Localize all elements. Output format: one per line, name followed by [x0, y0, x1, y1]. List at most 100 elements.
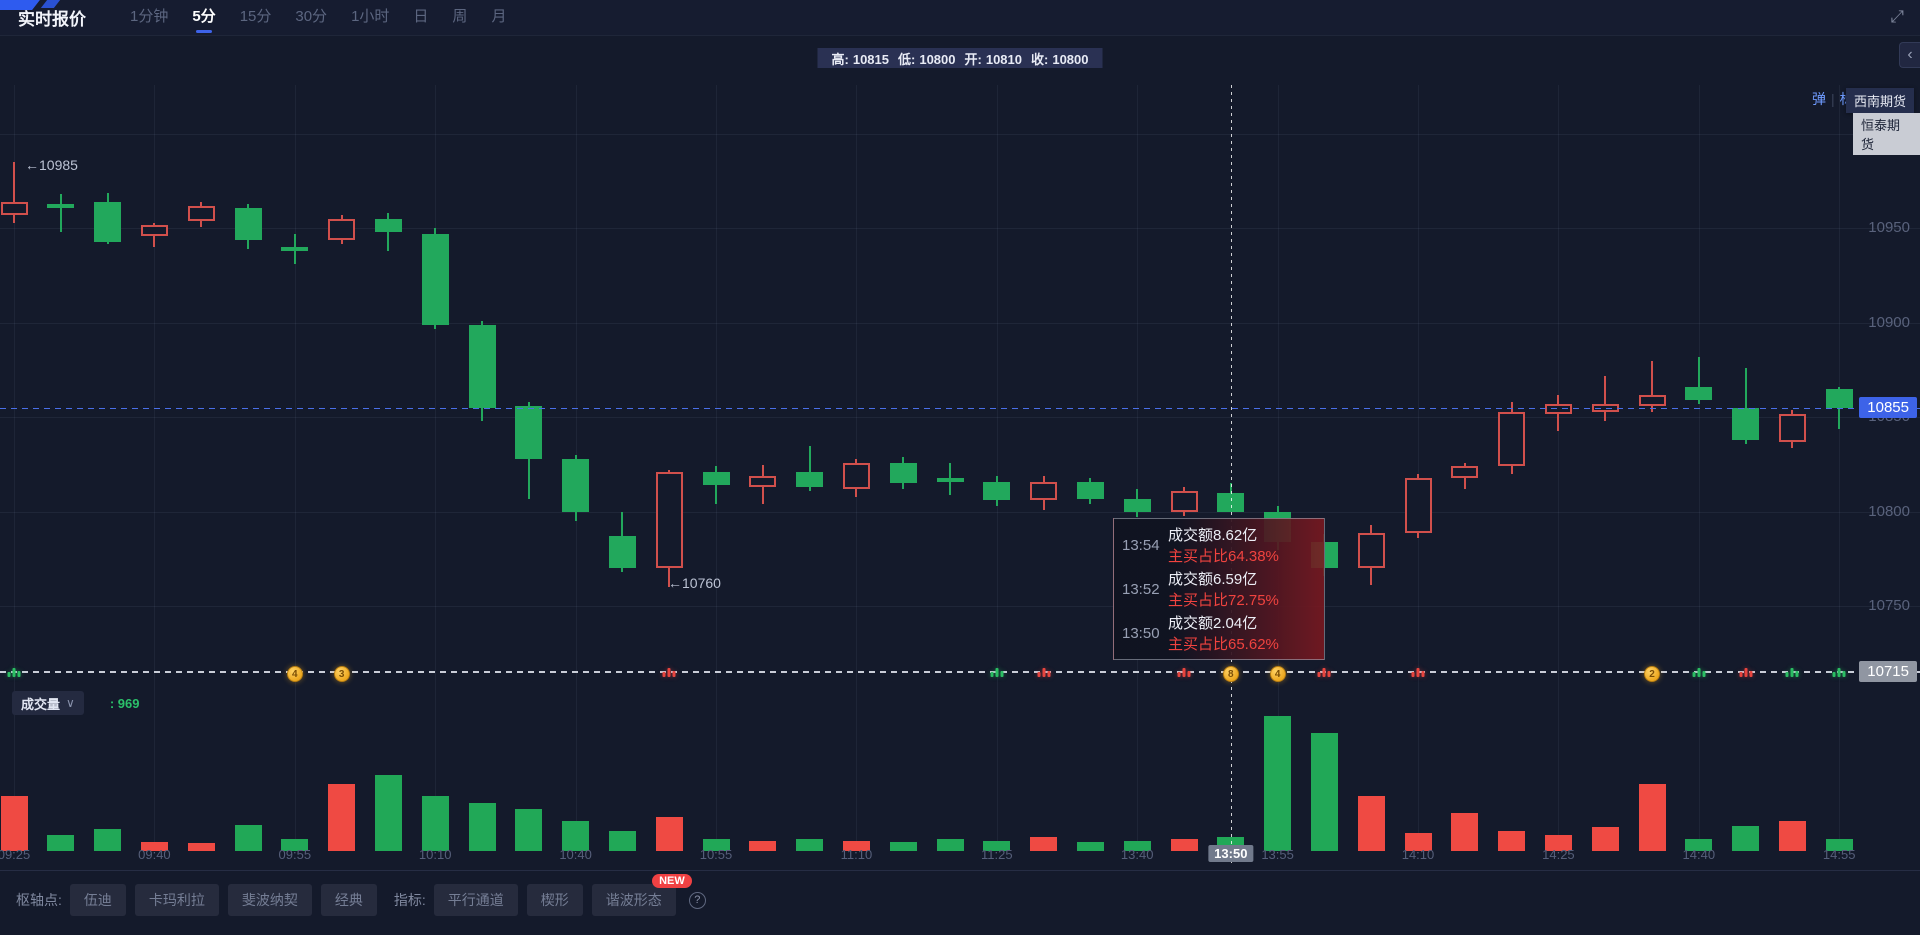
grid-line-vertical: [435, 85, 437, 851]
candle: [328, 219, 356, 240]
candle-wick: [1697, 356, 1700, 405]
grid-line-horizontal: [0, 228, 1920, 230]
tab-interval-1分钟[interactable]: 1分钟: [130, 7, 169, 25]
tab-interval-1小时[interactable]: 1小时: [351, 7, 390, 25]
candle-wick: [59, 194, 62, 233]
volume-bar: [328, 784, 356, 851]
tab-interval-30分[interactable]: 30分: [295, 7, 328, 25]
candle: [1778, 413, 1806, 442]
candle: [702, 472, 730, 486]
grid-line-horizontal: [0, 511, 1920, 513]
volume-bar: [0, 796, 28, 851]
candle: [1404, 477, 1432, 533]
tab-interval-日[interactable]: 日: [413, 7, 429, 25]
pivot-button-斐波纳契[interactable]: 斐波纳契: [227, 884, 312, 916]
interval-tab-group: 1分钟 5分 15分 30分 1小时 日 周 月: [118, 0, 518, 36]
ohlc-item-label: 低:: [898, 51, 916, 67]
candle: [1638, 394, 1666, 406]
candle: [889, 462, 917, 484]
crosshair-tooltip: 13:54 成交额8.62亿 主买占比64.38% 13:52 成交额6.59亿 主买占比…: [1113, 518, 1325, 660]
candle: [936, 477, 964, 482]
resize-chart-icon[interactable]: ⤢: [1890, 7, 1904, 26]
candle-wick: [13, 162, 15, 223]
volume-bar: [1076, 842, 1104, 851]
ohlc-item: 低: 10800: [898, 49, 956, 68]
candle: [562, 458, 590, 512]
page-title: 实时报价: [18, 10, 86, 29]
volume-bar: [1591, 827, 1619, 851]
tab-interval-周[interactable]: 周: [452, 7, 468, 25]
pivot-button-经典[interactable]: 经典: [320, 884, 377, 916]
candle: [1685, 387, 1713, 401]
ohlc-item-label: 收:: [1031, 51, 1049, 67]
tab-interval-15分[interactable]: 15分: [239, 7, 272, 25]
pivot-points-label: 枢轴点:: [16, 892, 62, 908]
volume-bar: [374, 775, 402, 851]
ohlc-item-value: 10815: [852, 51, 889, 67]
volume-bar: [1030, 837, 1058, 851]
bottom-toolbar: 枢轴点: 伍迪 卡玛利拉 斐波纳契 经典 指标: 平行通道 楔形 谐波形态 NEW?: [16, 874, 706, 916]
ohlc-item-label: 高:: [831, 51, 849, 67]
separator: |: [1831, 91, 1835, 107]
pivot-button-伍迪[interactable]: 伍迪: [69, 884, 126, 916]
candle: [281, 247, 309, 252]
grid-line-vertical: [1418, 85, 1419, 851]
tooltip-buy-ratio: 主买占比65.62%: [1168, 636, 1279, 653]
candle: [94, 202, 122, 242]
candle: [140, 224, 168, 236]
grid-line-vertical: [14, 85, 15, 851]
volume-indicator-selector[interactable]: 成交量 ∨: [12, 691, 84, 715]
candle: [1825, 389, 1853, 408]
indicator-button-平行通道[interactable]: 平行通道: [433, 884, 518, 916]
tooltip-row: 13:54 成交额8.62亿 主买占比64.38%: [1114, 524, 1324, 566]
low-price-annotation: ←10760: [668, 575, 721, 591]
grid-line-vertical: [154, 85, 156, 851]
grid-line-horizontal: [0, 322, 1920, 324]
grid-line-horizontal: [0, 134, 1920, 135]
volume-bar: [608, 831, 636, 851]
tab-interval-月[interactable]: 月: [491, 7, 507, 25]
strength-badge[interactable]: 弹: [1812, 91, 1826, 107]
candle: [1076, 481, 1104, 499]
tooltip-time: 13:54: [1122, 536, 1160, 554]
tooltip-content: 成交额2.04亿主买占比65.62%: [1168, 612, 1279, 654]
tooltip-row: 13:50 成交额2.04亿主买占比65.62%: [1114, 612, 1324, 654]
volume-bar: [140, 842, 168, 851]
candle: [1357, 532, 1385, 569]
candle-wick: [1651, 360, 1653, 412]
grid-line-vertical: [1137, 85, 1139, 851]
collapse-panel-button[interactable]: ‹: [1899, 42, 1920, 68]
help-icon[interactable]: ?: [688, 891, 706, 909]
candle: [1451, 466, 1479, 478]
volume-pane-header: 成交量 ∨ : 969: [12, 691, 139, 715]
tooltip-content: 成交额6.59亿 主买占比72.75%: [1168, 568, 1279, 610]
broker-label-light[interactable]: 恒泰期货: [1853, 113, 1920, 155]
grid-line-vertical: [996, 85, 998, 851]
candle-wick: [1604, 375, 1607, 422]
volume-bar: [1404, 833, 1432, 851]
candle: [655, 472, 683, 569]
indicator-button-谐波形态[interactable]: 谐波形态 NEW: [591, 874, 692, 916]
ohlc-item: 高: 10815: [832, 49, 890, 68]
volume-bar: [702, 839, 730, 851]
volume-bar: [842, 841, 870, 851]
tooltip-buy-ratio: 主买占比64.38%: [1168, 548, 1279, 565]
pivot-button-卡玛利拉[interactable]: 卡玛利拉: [134, 884, 219, 916]
volume-bar: [1685, 839, 1713, 851]
tab-interval-5分[interactable]: 5分: [192, 0, 216, 36]
volume-bar: [749, 841, 777, 851]
indicator-button-楔形[interactable]: 楔形: [526, 884, 583, 916]
volume-bar: [1217, 837, 1245, 851]
volume-bar: [655, 817, 683, 851]
volume-bar: [1498, 831, 1526, 851]
tooltip-time: 13:50: [1122, 624, 1160, 642]
candle: [0, 202, 28, 216]
tooltip-turnover: 成交额2.04亿: [1168, 615, 1258, 632]
volume-bar: [983, 841, 1011, 851]
ohlc-item: 开: 10810: [965, 49, 1023, 68]
tooltip-buy-ratio: 主买占比72.75%: [1168, 592, 1279, 609]
broker-label-dark[interactable]: 西南期货: [1846, 88, 1915, 113]
candle-wick: [808, 445, 811, 491]
volume-bar: [1357, 796, 1385, 851]
ohlc-item-value: 10810: [985, 51, 1022, 67]
